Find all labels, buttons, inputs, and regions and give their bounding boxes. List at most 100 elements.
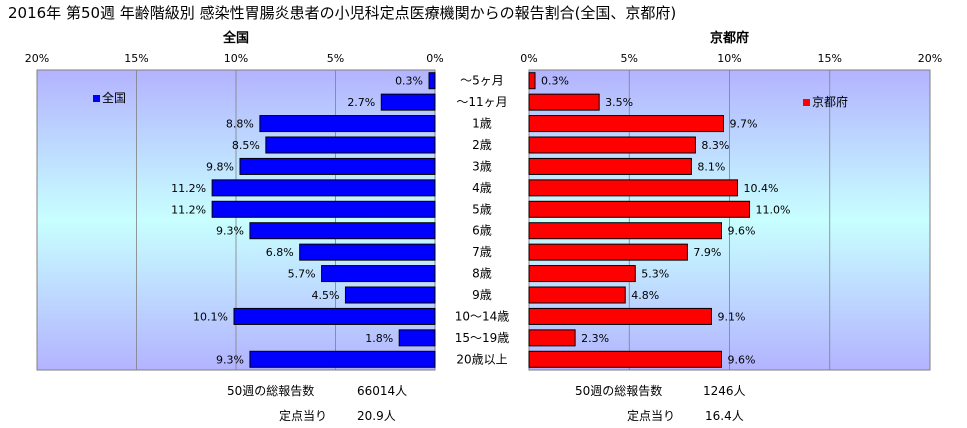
- age-category-label: 6歳: [472, 224, 492, 238]
- national-tick-label: 20%: [25, 52, 49, 65]
- kyoto-bar-label: 9.6%: [727, 225, 755, 238]
- age-category-label: 4歳: [472, 181, 492, 195]
- kyoto-legend: 京都府: [803, 94, 848, 109]
- national-bar: [344, 286, 436, 304]
- age-category-label: 8歳: [472, 267, 492, 281]
- age-category-label: 3歳: [472, 159, 492, 173]
- age-category-label: ～5ヶ月: [460, 74, 504, 88]
- kyoto-bar-label: 9.6%: [727, 353, 755, 366]
- national-bar: [380, 93, 436, 111]
- national-per-label: 定点当り: [279, 409, 328, 423]
- kyoto-bar: [528, 286, 626, 304]
- kyoto-tick-label: 0%: [520, 52, 537, 65]
- national-bar: [211, 200, 436, 218]
- age-category-label: 5歳: [472, 202, 492, 216]
- national-total-value: 66014人: [357, 384, 408, 398]
- national-bar-label: 5.7%: [288, 268, 316, 281]
- kyoto-bar: [528, 115, 724, 133]
- age-category-label: 7歳: [472, 245, 492, 259]
- national-bar-label: 9.8%: [206, 160, 234, 173]
- national-bar: [428, 72, 436, 90]
- national-bar-label: 11.2%: [171, 182, 206, 195]
- national-tick-label: 5%: [327, 52, 344, 65]
- age-category-labels: ～5ヶ月 ～11ヶ月 1歳 2歳 3歳 4歳 5歳 6歳 7歳 8歳 9歳 10～14歳 15～19歳 2…: [455, 74, 510, 367]
- kyoto-tick-label: 5%: [621, 52, 638, 65]
- kyoto-bar: [528, 93, 600, 111]
- national-panel: 0%5%10%15%20%全国0.3%2.7%8.8%8.5%9.8%11.2%…: [25, 30, 444, 371]
- kyoto-bar: [528, 200, 751, 218]
- national-panel-title: 全国: [222, 30, 249, 46]
- kyoto-bar-label: 8.1%: [697, 160, 725, 173]
- kyoto-panel: 0% 5% 10% 15% 20% 京都府 0.3% 3.5% 9.7%8.3% 8.1% 10.4…: [520, 30, 942, 371]
- kyoto-bar: [528, 157, 692, 175]
- kyoto-panel-title: 京都府: [710, 30, 749, 46]
- national-bar-label: 4.5%: [311, 289, 339, 302]
- kyoto-bar-label: 0.3%: [541, 75, 569, 88]
- kyoto-bar-label: 4.8%: [631, 289, 659, 302]
- kyoto-bar: [528, 329, 576, 347]
- national-tick-label: 0%: [426, 52, 443, 65]
- kyoto-bar: [528, 307, 712, 325]
- kyoto-bar-label: 7.9%: [693, 246, 721, 259]
- kyoto-legend-label: 京都府: [812, 94, 848, 109]
- national-bar: [265, 136, 436, 154]
- national-bar: [299, 243, 436, 261]
- national-legend-label: 全国: [102, 90, 126, 105]
- kyoto-total-value: 1246人: [703, 384, 746, 398]
- national-bar: [259, 115, 436, 133]
- kyoto-bar: [528, 179, 739, 197]
- national-total-label: 50週の総報告数: [227, 384, 315, 398]
- national-bar: [249, 222, 436, 240]
- kyoto-bar: [528, 265, 636, 283]
- national-bar: [321, 265, 436, 283]
- national-tick-label: 10%: [224, 52, 248, 65]
- age-category-label: 15～19歳: [455, 331, 510, 345]
- kyoto-bar-label: 8.3%: [701, 139, 729, 152]
- national-legend: 全国: [93, 90, 126, 105]
- kyoto-bar-label: 3.5%: [605, 96, 633, 109]
- national-bar-label: 0.3%: [395, 75, 423, 88]
- age-category-label: 10～14歳: [455, 309, 510, 323]
- national-bar-label: 6.8%: [266, 246, 294, 259]
- national-bar-label: 9.3%: [216, 353, 244, 366]
- kyoto-bar: [528, 243, 688, 261]
- national-bar-label: 9.3%: [216, 225, 244, 238]
- national-bar-label: 10.1%: [193, 310, 228, 323]
- kyoto-bar: [528, 72, 536, 90]
- kyoto-per-label: 定点当り: [627, 409, 676, 423]
- national-bar: [249, 350, 436, 368]
- national-bar: [233, 307, 436, 325]
- kyoto-legend-swatch: [803, 99, 810, 106]
- national-tick-label: 15%: [124, 52, 148, 65]
- kyoto-bar-label: 11.0%: [756, 203, 791, 216]
- kyoto-bar: [528, 350, 722, 368]
- kyoto-bar-label: 10.4%: [744, 182, 779, 195]
- kyoto-bar: [528, 136, 696, 154]
- national-bar: [398, 329, 436, 347]
- kyoto-total-label: 50週の総報告数: [575, 384, 663, 398]
- kyoto-tick-label: 10%: [717, 52, 741, 65]
- national-bar: [211, 179, 436, 197]
- age-category-label: 2歳: [472, 138, 492, 152]
- national-bar: [239, 157, 436, 175]
- national-bar-label: 8.5%: [232, 139, 260, 152]
- kyoto-tick-label: 20%: [918, 52, 942, 65]
- kyoto-per-value: 16.4人: [705, 409, 744, 423]
- national-bar-label: 1.8%: [365, 332, 393, 345]
- national-bar-label: 11.2%: [171, 203, 206, 216]
- kyoto-bar: [528, 222, 722, 240]
- age-category-label: ～11ヶ月: [456, 95, 507, 109]
- national-bar-label: 8.8%: [226, 118, 254, 131]
- page-title: 2016年 第50週 年齢階級別 感染性胃腸炎患者の小児科定点医療機関からの報告…: [8, 4, 677, 22]
- kyoto-tick-label: 15%: [818, 52, 842, 65]
- age-category-label: 20歳以上: [456, 352, 507, 366]
- age-category-label: 9歳: [472, 288, 492, 302]
- national-bar-label: 2.7%: [347, 96, 375, 109]
- age-category-label: 1歳: [472, 117, 492, 131]
- kyoto-bar-label: 2.3%: [581, 332, 609, 345]
- kyoto-bar-label: 9.7%: [729, 118, 757, 131]
- kyoto-bar-label: 9.1%: [717, 310, 745, 323]
- national-per-value: 20.9人: [357, 409, 396, 423]
- national-legend-swatch: [93, 95, 100, 102]
